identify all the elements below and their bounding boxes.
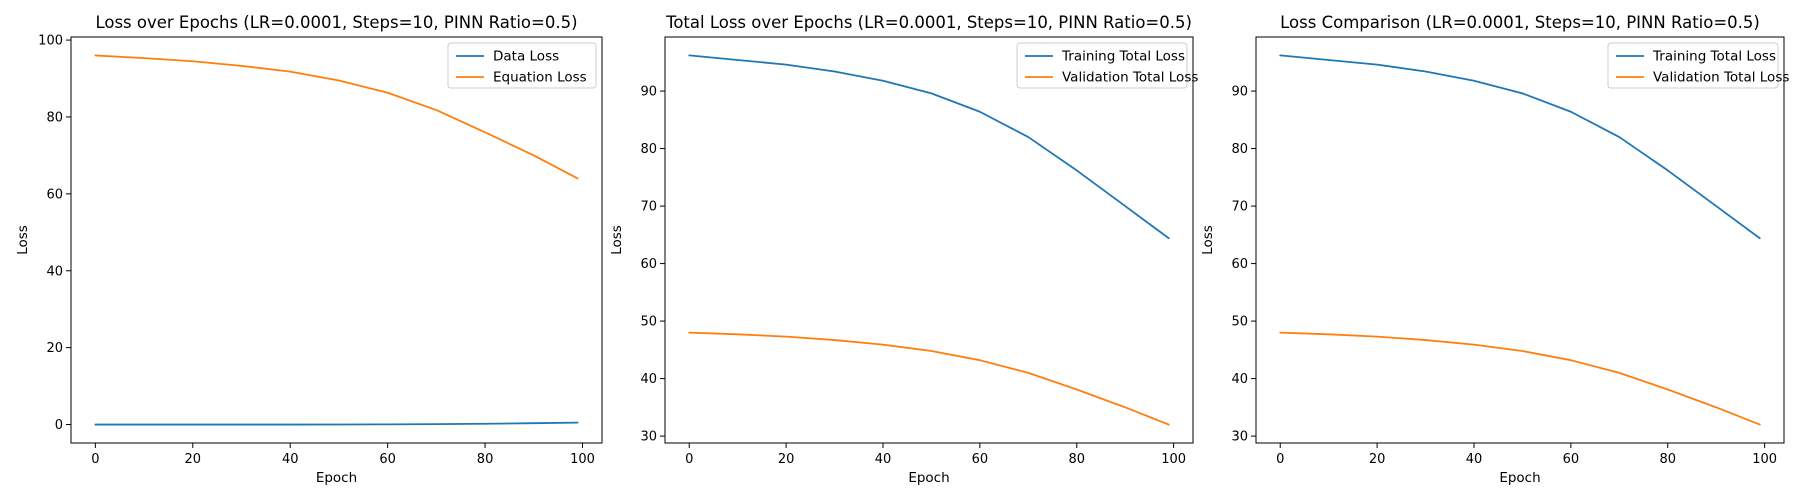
y-tick-label: 60 <box>640 257 657 272</box>
legend: Training Total Loss Validation Total Loss <box>1607 42 1789 89</box>
legend: Data Loss Equation Loss <box>447 42 597 89</box>
x-tick-label: 0 <box>91 452 99 467</box>
plot-frame <box>664 36 1194 444</box>
legend-box <box>1016 42 1188 89</box>
y-tick-label: 40 <box>640 372 657 387</box>
x-axis-label: Epoch <box>908 470 949 486</box>
x-tick-label: 0 <box>1276 452 1284 467</box>
legend-label-1: Training Total Loss <box>1652 49 1776 65</box>
x-tick-label: 40 <box>875 452 892 467</box>
x-tick-label: 100 <box>570 452 595 467</box>
x-tick-label: 60 <box>379 452 396 467</box>
x-tick-label: 80 <box>1068 452 1085 467</box>
legend-box <box>1607 42 1779 89</box>
y-tick-label: 0 <box>55 418 63 433</box>
y-tick-label: 30 <box>1231 430 1248 445</box>
y-tick-label: 40 <box>46 264 63 279</box>
x-tick-label: 40 <box>282 452 299 467</box>
y-tick-label: 80 <box>640 142 657 157</box>
x-tick-label: 40 <box>1466 452 1483 467</box>
legend-label-2: Validation Total Loss <box>1062 70 1198 86</box>
legend-label-1: Training Total Loss <box>1061 49 1185 65</box>
y-tick-label: 90 <box>1231 85 1248 100</box>
y-axis-label: Loss <box>609 225 625 255</box>
series-line-2 <box>1279 331 1761 426</box>
y-axis-label: Loss <box>1200 225 1216 255</box>
y-tick-label: 30 <box>640 430 657 445</box>
plot-frame <box>1255 36 1785 444</box>
series-line-1 <box>1279 54 1761 240</box>
y-tick-label: 70 <box>1231 200 1248 215</box>
series-line-2 <box>94 54 579 180</box>
legend: Training Total Loss Validation Total Loss <box>1016 42 1198 89</box>
x-tick-label: 20 <box>778 452 795 467</box>
chart-1: Loss over Epochs (LR=0.0001, Steps=10, P… <box>15 13 603 486</box>
x-axis-label: Epoch <box>316 470 357 486</box>
y-tick-label: 50 <box>1231 315 1248 330</box>
chart-title: Total Loss over Epochs (LR=0.0001, Steps… <box>665 13 1192 32</box>
y-tick-label: 40 <box>1231 372 1248 387</box>
x-tick-label: 20 <box>1369 452 1386 467</box>
y-tick-label: 90 <box>640 85 657 100</box>
y-tick-label: 20 <box>46 341 63 356</box>
y-tick-label: 100 <box>38 34 63 49</box>
legend-label-1: Data Loss <box>493 49 559 65</box>
series-line-1 <box>94 421 579 426</box>
chart-title: Loss over Epochs (LR=0.0001, Steps=10, P… <box>95 13 577 32</box>
y-tick-label: 80 <box>1231 142 1248 157</box>
x-tick-label: 0 <box>685 452 693 467</box>
x-tick-label: 60 <box>1563 452 1580 467</box>
x-axis-label: Epoch <box>1499 470 1540 486</box>
y-tick-label: 60 <box>1231 257 1248 272</box>
y-axis-label: Loss <box>15 225 31 255</box>
legend-box <box>447 42 597 89</box>
plot-frame <box>70 36 603 444</box>
y-tick-label: 60 <box>46 187 63 202</box>
series-line-1 <box>688 54 1170 240</box>
x-tick-label: 80 <box>1659 452 1676 467</box>
y-tick-label: 80 <box>46 110 63 125</box>
y-tick-label: 50 <box>640 315 657 330</box>
x-tick-label: 20 <box>185 452 202 467</box>
x-tick-label: 60 <box>972 452 989 467</box>
x-tick-label: 100 <box>1161 452 1186 467</box>
legend-label-2: Validation Total Loss <box>1653 70 1789 86</box>
y-tick-label: 70 <box>640 200 657 215</box>
x-tick-label: 80 <box>477 452 494 467</box>
chart-title: Loss Comparison (LR=0.0001, Steps=10, PI… <box>1280 13 1760 32</box>
chart-2: Total Loss over Epochs (LR=0.0001, Steps… <box>609 13 1198 486</box>
series-line-2 <box>688 331 1170 426</box>
legend-label-2: Equation Loss <box>493 70 587 86</box>
chart-3: Loss Comparison (LR=0.0001, Steps=10, PI… <box>1200 13 1789 486</box>
x-tick-label: 100 <box>1752 452 1777 467</box>
